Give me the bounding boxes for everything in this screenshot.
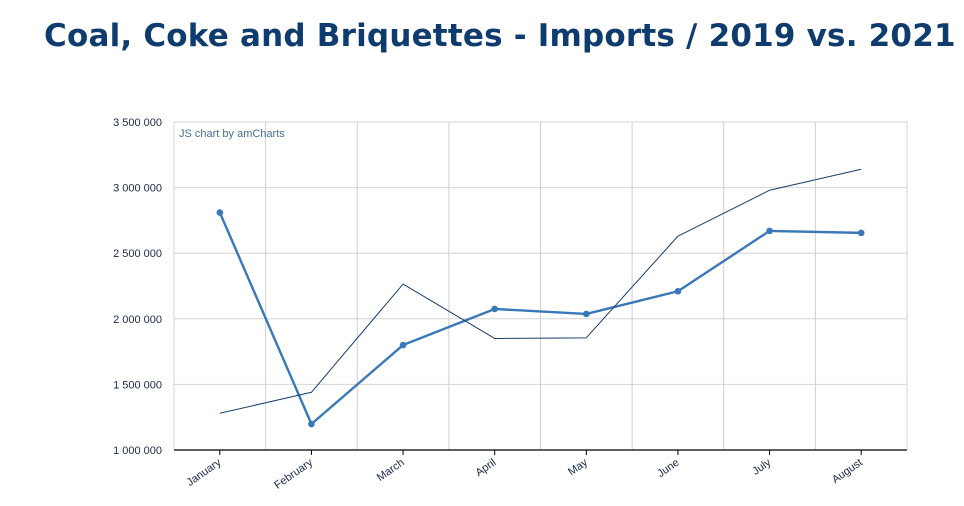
y-tick-label: 1 000 000 — [113, 445, 162, 457]
data-point — [308, 420, 315, 428]
data-point — [857, 229, 865, 237]
x-tick-label: March — [375, 457, 407, 484]
y-tick-label: 2 000 000 — [113, 314, 162, 326]
x-tick-label: August — [830, 457, 865, 486]
data-point — [491, 305, 498, 313]
x-tick-label: January — [185, 456, 224, 489]
amcharts-credit: JS chart by amCharts — [179, 128, 285, 140]
y-tick-label: 3 500 000 — [113, 117, 162, 129]
x-tick-label: June — [655, 457, 681, 481]
data-point — [399, 341, 407, 349]
y-tick-label: 2 500 000 — [113, 248, 162, 260]
y-tick-label: 3 000 000 — [113, 183, 162, 195]
y-tick-label: 1 500 000 — [113, 379, 162, 391]
x-tick-label: February — [272, 456, 315, 491]
series-line-2 — [219, 168, 862, 414]
data-point — [674, 287, 682, 295]
x-tick-label: May — [566, 456, 590, 478]
data-point — [216, 209, 224, 216]
data-point — [766, 227, 773, 235]
x-tick-label: July — [750, 456, 773, 477]
data-point — [583, 310, 590, 318]
series-line-1 — [218, 212, 862, 426]
x-tick-label: April — [473, 457, 498, 479]
page-title: Coal, Coke and Briquettes - Imports / 20… — [44, 18, 956, 54]
